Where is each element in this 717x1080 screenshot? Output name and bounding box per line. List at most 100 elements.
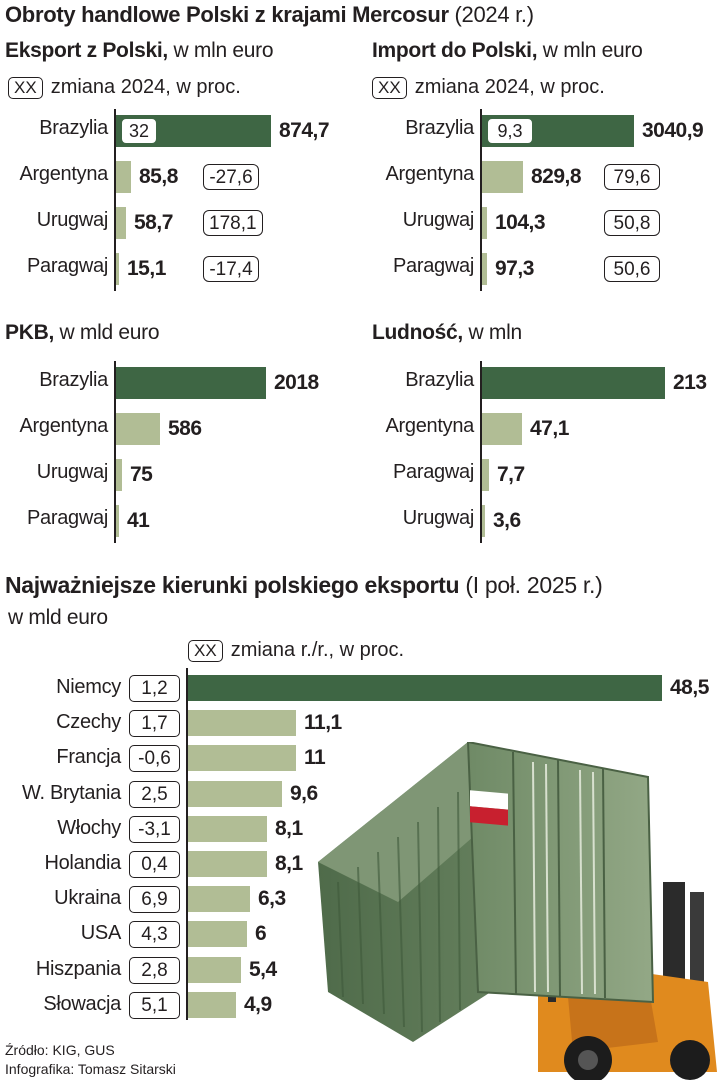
export-directions-change-label: 4,3 bbox=[129, 921, 180, 948]
import-bar bbox=[482, 253, 487, 285]
export-directions-category-label: Francja bbox=[56, 746, 121, 768]
export-value-label: 15,1 bbox=[127, 257, 166, 280]
gdp-bar bbox=[116, 413, 160, 445]
import-panel-title: Import do Polski, w mln euro bbox=[372, 39, 643, 62]
population-bar bbox=[482, 413, 522, 445]
import-axis bbox=[480, 109, 482, 291]
source-note: Źródło: KIG, GUS bbox=[5, 1042, 115, 1058]
population-bar bbox=[482, 459, 489, 491]
import-value-label: 3040,9 bbox=[642, 119, 704, 142]
export-value-label: 874,7 bbox=[279, 119, 330, 142]
export-directions-change-label: 1,7 bbox=[129, 710, 180, 737]
gdp-bar bbox=[116, 367, 266, 399]
import-value-label: 829,8 bbox=[531, 165, 582, 188]
gdp-axis bbox=[114, 361, 116, 543]
export-value-label: 85,8 bbox=[139, 165, 178, 188]
export-directions-category-label: Hiszpania bbox=[35, 958, 121, 980]
population-panel-title: Ludność, w mln bbox=[372, 321, 522, 344]
export-change-label: 178,1 bbox=[203, 210, 263, 236]
export-change-label: -27,6 bbox=[203, 164, 259, 190]
export-directions-bar bbox=[188, 992, 236, 1018]
gdp-value-label: 2018 bbox=[274, 371, 319, 394]
export-directions-bar bbox=[188, 745, 296, 771]
export-directions-bar bbox=[188, 781, 282, 807]
export-category-label: Paragwaj bbox=[27, 255, 108, 277]
import-category-label: Paragwaj bbox=[393, 255, 474, 277]
export-directions-value-label: 6,3 bbox=[258, 887, 286, 910]
import-category-label: Argentyna bbox=[385, 163, 475, 185]
export-directions-legend: XX zmiana r./r., w proc. bbox=[188, 639, 404, 662]
gdp-bar bbox=[116, 459, 122, 491]
population-category-label: Paragwaj bbox=[393, 461, 474, 483]
export-directions-bar bbox=[188, 886, 250, 912]
import-change-label: 79,6 bbox=[604, 164, 660, 190]
legend-box: XX bbox=[8, 76, 43, 99]
export-directions-category-label: Włochy bbox=[57, 817, 121, 839]
population-axis bbox=[480, 361, 482, 543]
legend-box: XX bbox=[372, 76, 407, 99]
export-directions-value-label: 8,1 bbox=[275, 852, 303, 875]
export-directions-bar bbox=[188, 851, 267, 877]
import-change-label: 50,8 bbox=[604, 210, 660, 236]
import-bar bbox=[482, 207, 487, 239]
import-legend: XX zmiana 2024, w proc. bbox=[372, 76, 605, 99]
export-directions-bar bbox=[188, 710, 296, 736]
export-directions-category-label: USA bbox=[80, 922, 122, 944]
export-directions-change-label: 5,1 bbox=[129, 992, 180, 1019]
export-directions-bar bbox=[188, 816, 267, 842]
export-change-label: 32 bbox=[122, 119, 156, 143]
population-bar bbox=[482, 367, 665, 399]
export-directions-value-label: 9,6 bbox=[290, 782, 318, 805]
population-category-label: Brazylia bbox=[405, 369, 474, 391]
export-bar bbox=[116, 207, 126, 239]
import-value-label: 97,3 bbox=[495, 257, 534, 280]
export-directions-title: Najważniejsze kierunki polskiego eksport… bbox=[5, 572, 603, 598]
export-directions-category-label: Niemcy bbox=[56, 676, 121, 698]
export-directions-change-label: 1,2 bbox=[129, 675, 180, 702]
population-value-label: 7,7 bbox=[497, 463, 525, 486]
export-directions-bar bbox=[188, 957, 241, 983]
export-bar bbox=[116, 253, 119, 285]
population-category-label: Urugwaj bbox=[402, 507, 475, 529]
import-change-label: 50,6 bbox=[604, 256, 660, 282]
export-directions-axis bbox=[186, 668, 188, 1020]
population-category-label: Argentyna bbox=[385, 415, 475, 437]
legend-box: XX bbox=[188, 639, 223, 662]
export-category-label: Argentyna bbox=[19, 163, 109, 185]
page-title: Obroty handlowe Polski z krajami Mercosu… bbox=[5, 2, 534, 27]
container-forklift-icon bbox=[318, 742, 717, 1080]
population-value-label: 47,1 bbox=[530, 417, 569, 440]
gdp-category-label: Urugwaj bbox=[36, 461, 109, 483]
export-directions-change-label: 6,9 bbox=[129, 886, 180, 913]
export-bar bbox=[116, 161, 131, 193]
export-axis bbox=[114, 109, 116, 291]
export-value-label: 58,7 bbox=[134, 211, 173, 234]
author-note: Infografika: Tomasz Sitarski bbox=[5, 1061, 176, 1077]
export-change-label: -17,4 bbox=[203, 256, 259, 282]
export-directions-change-label: 0,4 bbox=[129, 851, 180, 878]
import-category-label: Urugwaj bbox=[402, 209, 475, 231]
export-directions-value-label: 11 bbox=[304, 746, 326, 769]
export-directions-value-label: 5,4 bbox=[249, 958, 277, 981]
import-value-label: 104,3 bbox=[495, 211, 546, 234]
export-legend: XX zmiana 2024, w proc. bbox=[8, 76, 241, 99]
export-directions-value-label: 4,9 bbox=[244, 993, 272, 1016]
export-directions-value-label: 48,5 bbox=[670, 676, 709, 699]
export-directions-category-label: Holandia bbox=[44, 852, 121, 874]
export-directions-bar bbox=[188, 921, 247, 947]
export-directions-value-label: 6 bbox=[255, 922, 267, 945]
export-directions-change-label: -3,1 bbox=[129, 816, 180, 843]
export-directions-category-label: W. Brytania bbox=[22, 782, 121, 804]
gdp-bar bbox=[116, 505, 119, 537]
export-directions-category-label: Czechy bbox=[56, 711, 121, 733]
gdp-value-label: 75 bbox=[130, 463, 153, 486]
export-directions-change-label: 2,5 bbox=[129, 781, 180, 808]
export-directions-category-label: Słowacja bbox=[43, 993, 121, 1015]
gdp-value-label: 41 bbox=[127, 509, 150, 532]
gdp-panel-title: PKB, w mld euro bbox=[5, 321, 160, 344]
gdp-category-label: Brazylia bbox=[39, 369, 108, 391]
import-bar bbox=[482, 161, 523, 193]
gdp-category-label: Argentyna bbox=[19, 415, 109, 437]
export-category-label: Urugwaj bbox=[36, 209, 109, 231]
population-value-label: 213 bbox=[673, 371, 707, 394]
